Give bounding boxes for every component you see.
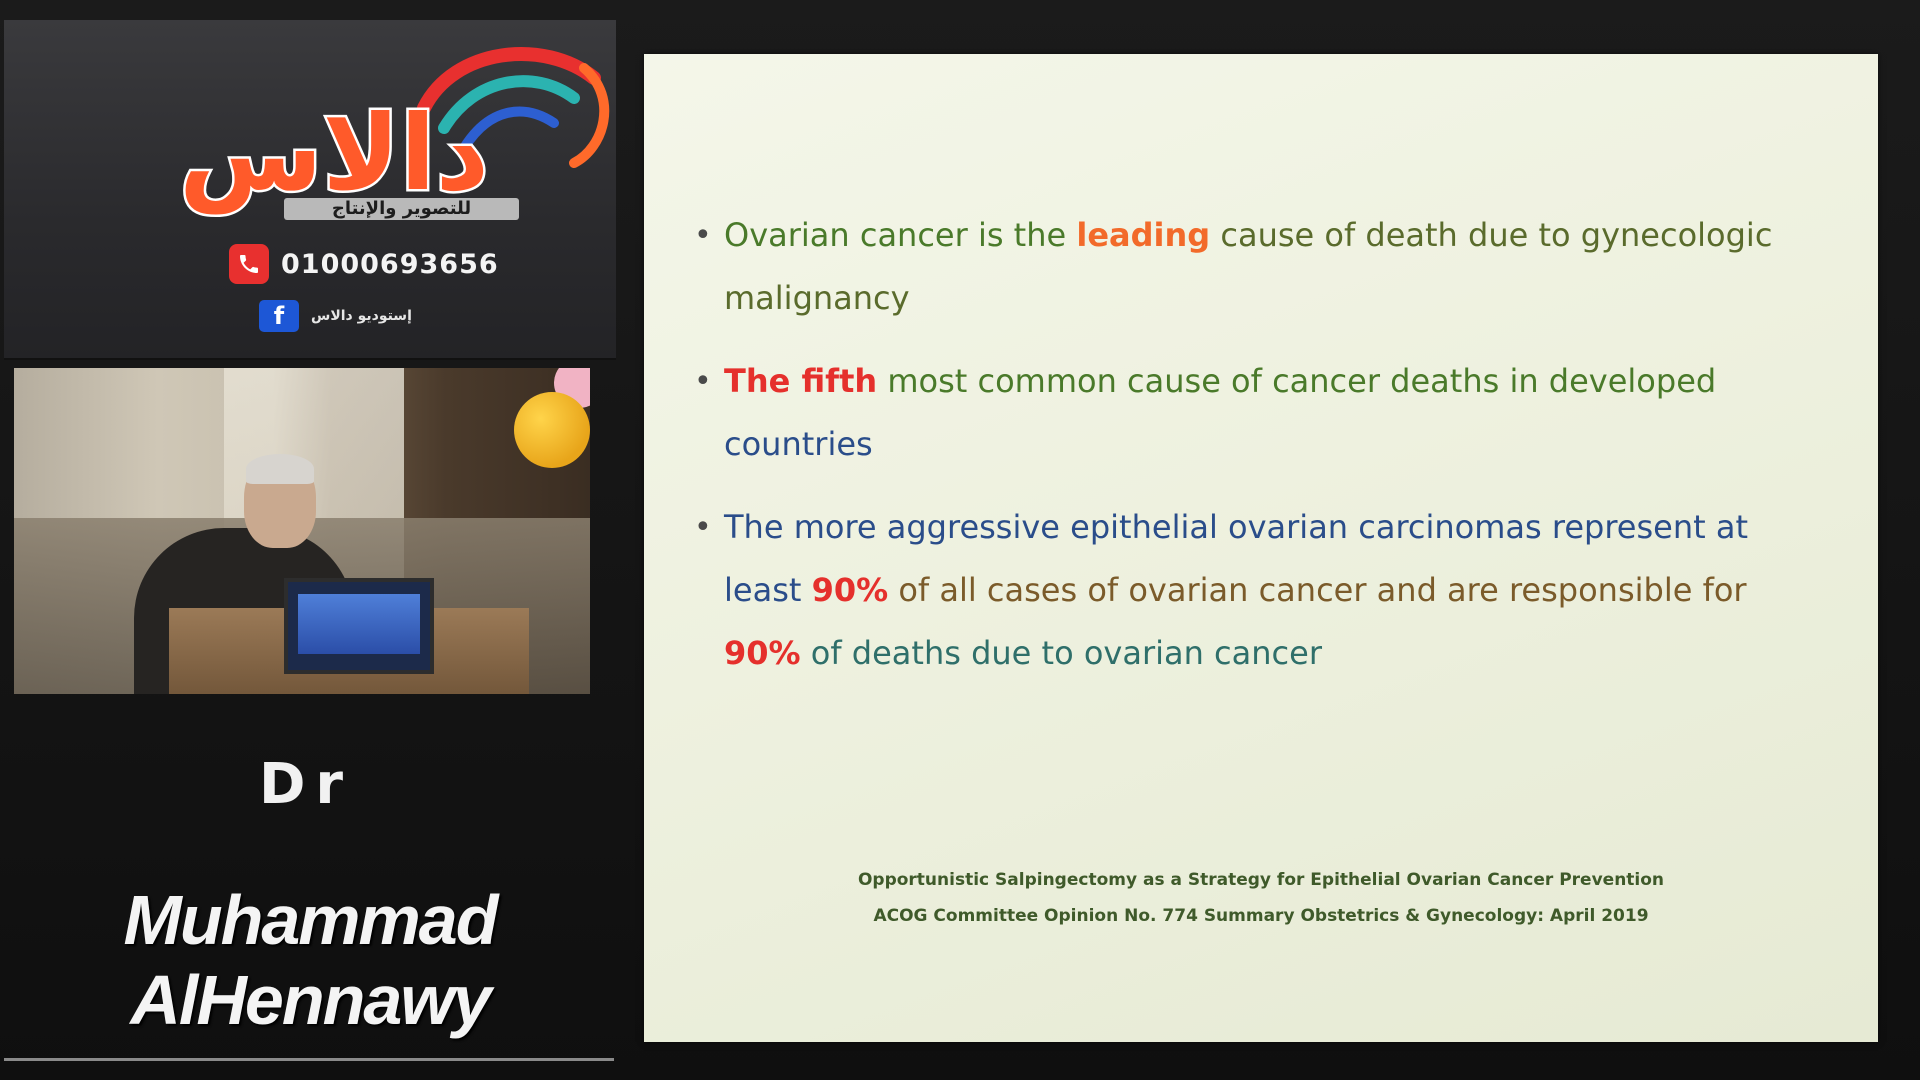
studio-logo-panel: دالاس للتصوير والإنتاج 01000693656 f إست… [4,20,616,360]
bullet-text: cause of death due to gynecologic malign… [724,216,1773,317]
speaker-camera-feed [14,368,590,694]
bullet-text: of deaths due to ovarian cancer [800,634,1322,672]
bullet-text: most common cause of cancer deaths in de… [877,362,1717,400]
studio-logo-text: دالاس [177,92,494,214]
facebook-contact: f إستوديو دالاس [259,298,412,334]
bullet-dot-icon: • [694,364,712,399]
bullet-highlight: The fifth [724,362,878,400]
bullet-text: The more aggressive epithelial ovarian c… [724,508,1748,609]
presentation-slide: • Ovarian cancer is the leading cause of… [644,54,1878,1042]
bullet-text: Ovarian cancer is the [724,216,1077,254]
presenter-name: Muhammad AlHennawy [123,881,499,1039]
phone-icon [229,244,269,284]
laptop [284,578,434,674]
phone-contact: 01000693656 [229,244,499,284]
phone-number: 01000693656 [281,248,499,280]
bullet-dot-icon: • [694,218,712,253]
balloon-decoration [514,392,590,468]
studio-logo-icon [417,47,610,168]
bullet-dot-icon: • [694,510,712,545]
bullet-text: countries [724,425,873,463]
slide-citation: Opportunistic Salpingectomy as a Strateg… [644,862,1878,934]
divider [4,1058,614,1061]
slide-bullet-list: • Ovarian cancer is the leading cause of… [694,204,1824,705]
bullet-highlight: leading [1076,216,1211,254]
bullet-text: of all cases of ovarian cancer and are r… [888,571,1747,609]
facebook-page-name: إستوديو دالاس [311,308,412,324]
bullet-item: • The more aggressive epithelial ovarian… [694,496,1824,685]
presenter-title: Dr [258,752,354,817]
facebook-icon: f [259,300,299,332]
citation-line-1: Opportunistic Salpingectomy as a Strateg… [857,870,1665,890]
bullet-item: • The fifth most common cause of cancer … [694,350,1824,476]
studio-tagline: للتصوير والإنتاج [284,198,519,220]
bullet-highlight: 90% [724,634,801,672]
bullet-item: • Ovarian cancer is the leading cause of… [694,204,1824,330]
bullet-highlight: 90% [811,571,889,609]
citation-line-2: ACOG Committee Opinion No. 774 Summary O… [873,906,1649,926]
